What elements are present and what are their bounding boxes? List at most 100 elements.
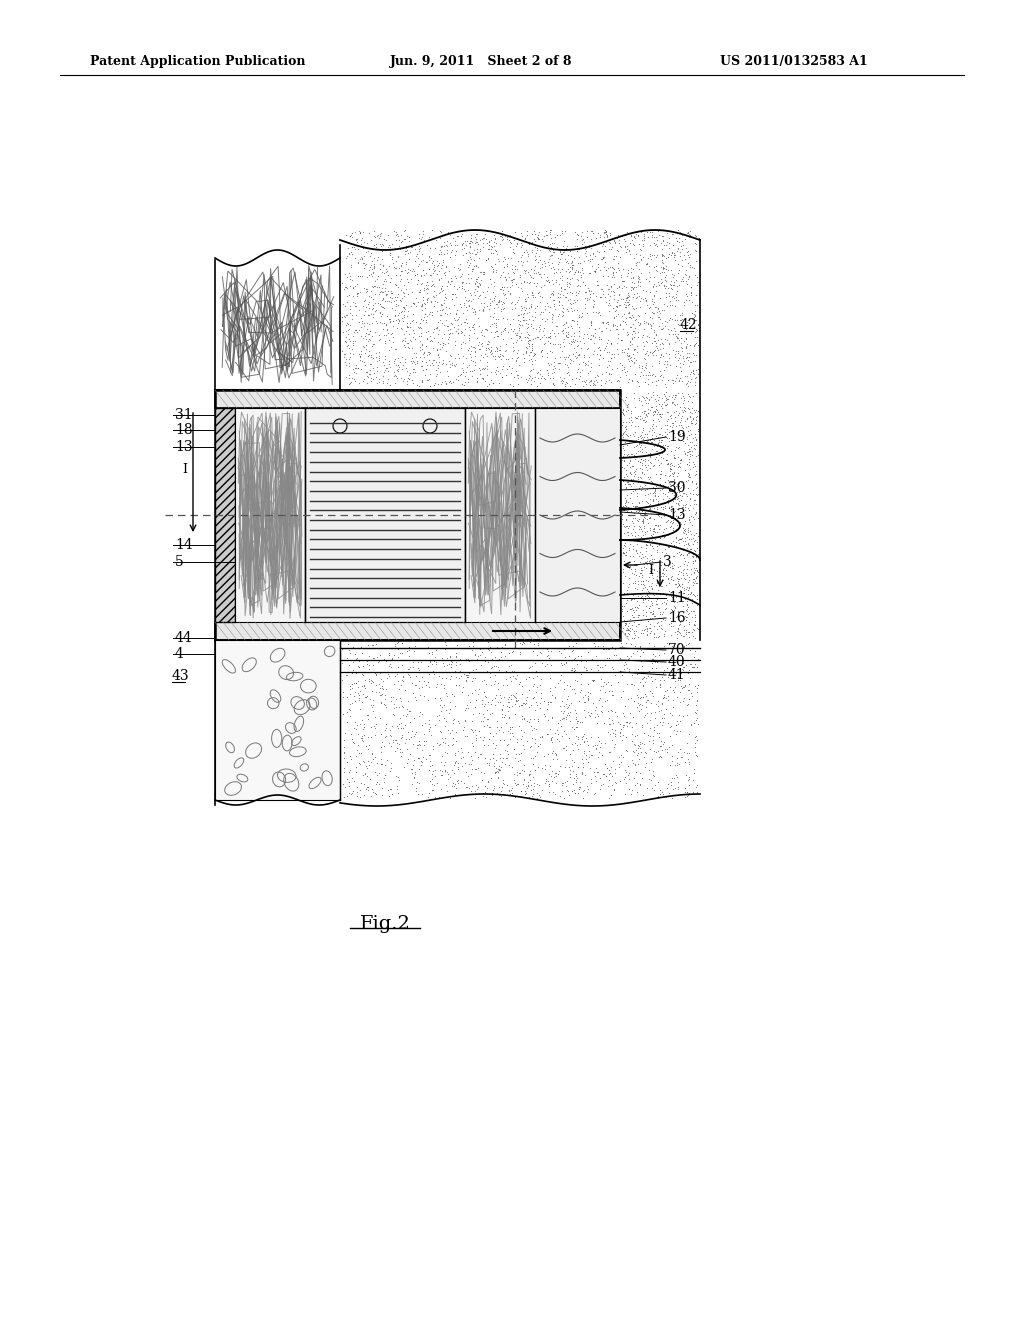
Point	[630, 737, 646, 758]
Point	[670, 494, 686, 515]
Point	[556, 756, 572, 777]
Point	[592, 779, 608, 800]
Point	[617, 759, 634, 780]
Point	[401, 231, 418, 252]
Point	[678, 610, 694, 631]
Point	[647, 515, 664, 536]
Point	[618, 491, 635, 512]
Point	[482, 370, 499, 391]
Point	[565, 330, 582, 351]
Point	[460, 742, 476, 763]
Point	[587, 246, 603, 267]
Point	[686, 585, 702, 606]
Point	[622, 463, 638, 484]
Point	[540, 363, 556, 384]
Point	[671, 486, 687, 507]
Point	[685, 451, 701, 473]
Point	[513, 780, 529, 801]
Point	[591, 329, 607, 350]
Point	[370, 652, 386, 673]
Point	[435, 694, 452, 715]
Point	[424, 271, 440, 292]
Point	[621, 768, 637, 789]
Point	[672, 309, 688, 330]
Point	[637, 704, 653, 725]
Point	[681, 499, 697, 520]
Point	[620, 764, 636, 785]
Point	[418, 251, 434, 272]
Point	[537, 298, 553, 319]
Point	[493, 785, 509, 807]
Point	[650, 389, 667, 411]
Point	[597, 252, 613, 273]
Point	[443, 651, 460, 672]
Point	[579, 731, 595, 752]
Point	[389, 776, 406, 797]
Bar	[305, 408, 465, 622]
Point	[602, 232, 618, 253]
Point	[478, 338, 495, 359]
Point	[582, 756, 598, 777]
Point	[617, 767, 634, 788]
Point	[358, 329, 375, 350]
Point	[636, 706, 652, 727]
Point	[421, 664, 437, 685]
Point	[686, 590, 702, 611]
Point	[532, 686, 549, 708]
Point	[622, 301, 638, 322]
Point	[648, 301, 665, 322]
Point	[642, 616, 658, 638]
Point	[356, 677, 373, 698]
Point	[588, 227, 604, 248]
Point	[452, 675, 468, 696]
Point	[539, 343, 555, 364]
Point	[657, 388, 674, 409]
Point	[474, 694, 490, 715]
Point	[685, 557, 701, 578]
Point	[417, 713, 433, 734]
Point	[426, 714, 442, 735]
Point	[651, 463, 668, 484]
Point	[403, 337, 420, 358]
Point	[563, 330, 580, 351]
Point	[482, 341, 499, 362]
Point	[613, 686, 630, 708]
Point	[428, 651, 444, 672]
Point	[687, 305, 703, 326]
Point	[469, 776, 485, 797]
Point	[621, 537, 637, 558]
Point	[461, 294, 477, 315]
Point	[352, 228, 369, 249]
Point	[662, 702, 678, 723]
Point	[596, 240, 612, 261]
Point	[479, 296, 496, 317]
Point	[336, 279, 352, 300]
Point	[621, 289, 637, 310]
Point	[532, 734, 549, 755]
Point	[658, 517, 675, 539]
Point	[384, 297, 400, 318]
Point	[472, 240, 488, 261]
Point	[526, 246, 543, 267]
Point	[656, 471, 673, 492]
Point	[666, 595, 682, 616]
Point	[497, 645, 513, 667]
Point	[637, 479, 653, 500]
Point	[392, 255, 409, 276]
Point	[672, 477, 688, 498]
Point	[441, 653, 458, 675]
Point	[656, 704, 673, 725]
Point	[382, 719, 398, 741]
Point	[484, 783, 501, 804]
Point	[444, 709, 461, 730]
Point	[509, 729, 525, 750]
Point	[620, 524, 636, 545]
Point	[516, 780, 532, 801]
Point	[621, 649, 637, 671]
Point	[578, 651, 594, 672]
Point	[478, 346, 495, 367]
Point	[626, 226, 642, 247]
Point	[626, 550, 642, 572]
Point	[635, 722, 651, 743]
Point	[508, 690, 524, 711]
